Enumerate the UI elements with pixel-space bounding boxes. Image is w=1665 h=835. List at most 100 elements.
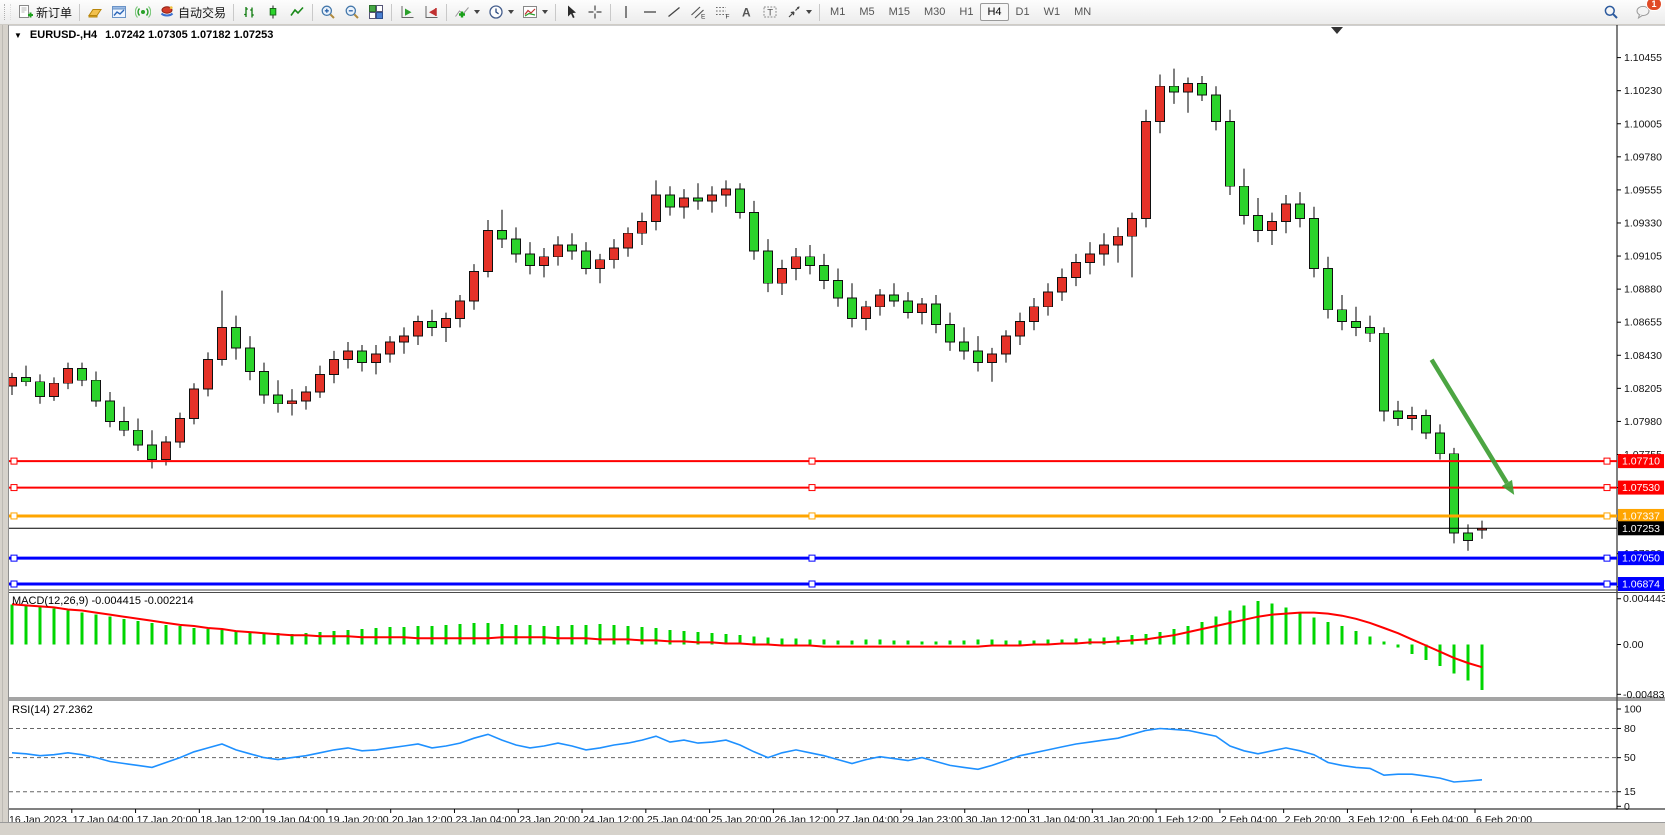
- macd-histogram-bar: [192, 628, 196, 645]
- macd-histogram-bar: [318, 632, 322, 645]
- profiles-button[interactable]: [107, 2, 131, 22]
- crosshair-icon: [588, 5, 602, 19]
- toolbar-separator: [312, 3, 314, 21]
- data-feed-button[interactable]: [131, 2, 155, 22]
- zoom-in-button[interactable]: [316, 2, 340, 22]
- hline-handle: [1603, 580, 1611, 588]
- autotrading-button[interactable]: 自动交易: [155, 2, 230, 22]
- macd-histogram-bar: [948, 640, 952, 645]
- macd-histogram-bar: [836, 640, 840, 645]
- zoom-out-icon: [345, 5, 359, 19]
- timeframe-w1-button[interactable]: W1: [1037, 3, 1068, 21]
- macd-histogram-bar: [416, 625, 420, 645]
- chart-window[interactable]: 1.10455 1.10230 1.10005 1.09780 1.09555 1.093…: [0, 25, 1665, 835]
- search-button[interactable]: [1599, 2, 1623, 22]
- svg-text:1.06874: 1.06874: [1622, 579, 1660, 591]
- timeframe-m30-button[interactable]: M30: [917, 3, 952, 21]
- cursor-tool-button[interactable]: [559, 2, 583, 22]
- bull-candle: [1015, 321, 1025, 337]
- hline-1.07530[interactable]: 1.07530: [9, 480, 1664, 495]
- macd-histogram-bar: [1396, 644, 1400, 648]
- macd-histogram-bar: [612, 624, 616, 645]
- bear-candle: [973, 350, 983, 364]
- svg-text:1.09105: 1.09105: [1624, 251, 1662, 263]
- new-order-button[interactable]: 新订单: [13, 2, 76, 22]
- macd-histogram-bar: [1018, 640, 1022, 645]
- chart-canvas[interactable]: 1.10455 1.10230 1.10005 1.09780 1.09555 1.093…: [0, 25, 1665, 835]
- rsi-line: [11, 727, 1483, 783]
- market-watch-button[interactable]: [83, 2, 107, 22]
- macd-histogram-bar: [1410, 644, 1414, 654]
- text-label-tool-button[interactable]: T: [758, 2, 782, 22]
- periods-caret-icon: [508, 10, 515, 14]
- chart-shift-marker-icon[interactable]: [1331, 27, 1343, 34]
- macd-histogram-bar: [1270, 603, 1274, 645]
- svg-text:1.08430: 1.08430: [1624, 350, 1662, 362]
- bear-candle: [1323, 268, 1333, 311]
- macd-histogram-bar: [710, 633, 714, 645]
- tile-windows-button[interactable]: [364, 2, 388, 22]
- macd-histogram-bar: [108, 616, 112, 645]
- macd-histogram-bar: [794, 638, 798, 645]
- bear-candle: [357, 350, 367, 364]
- vertical-line-tool-button[interactable]: [614, 2, 638, 22]
- crosshair-tool-button[interactable]: [583, 2, 607, 22]
- hline-1.07050[interactable]: 1.07050: [9, 551, 1664, 566]
- zoom-out-button[interactable]: [340, 2, 364, 22]
- bar-chart-mode-button[interactable]: [237, 2, 261, 22]
- macd-histogram-bar: [542, 625, 546, 645]
- timeframe-h4-button[interactable]: H4: [980, 3, 1009, 21]
- bull-candle: [623, 232, 633, 249]
- macd-histogram-bar: [1312, 617, 1316, 645]
- horizontal-scrollbar[interactable]: [0, 822, 1665, 835]
- trendline-tool-button[interactable]: [662, 2, 686, 22]
- candlestick-mode-button[interactable]: [261, 2, 285, 22]
- hline-1.06874[interactable]: 1.06874: [9, 577, 1664, 592]
- timeframe-m15-button[interactable]: M15: [882, 3, 917, 21]
- bear-candle: [1337, 309, 1347, 322]
- bull-candle: [1113, 235, 1123, 246]
- hline-handle: [10, 512, 18, 520]
- timeframe-mn-button[interactable]: MN: [1067, 3, 1098, 21]
- line-chart-mode-button[interactable]: [285, 2, 309, 22]
- timeframe-h1-button[interactable]: H1: [952, 3, 980, 21]
- macd-histogram-bar: [990, 639, 994, 645]
- macd-axis: 0.004443 0.00 -0.004836: [1617, 593, 1665, 701]
- text-tool-button[interactable]: A: [734, 2, 758, 22]
- macd-histogram-bar: [1046, 639, 1050, 645]
- macd-histogram-bar: [682, 631, 686, 645]
- timeframe-m5-button[interactable]: M5: [852, 3, 881, 21]
- macd-histogram-bar: [1340, 625, 1344, 645]
- indicators-button[interactable]: [450, 2, 484, 22]
- horizontal-line-tool-button[interactable]: [638, 2, 662, 22]
- template-icon: [523, 6, 538, 18]
- hline-1.07710[interactable]: 1.07710: [9, 454, 1664, 469]
- bear-candle: [21, 376, 31, 383]
- fibonacci-tool-button[interactable]: F: [710, 2, 734, 22]
- arrows-tool-button[interactable]: [782, 2, 816, 22]
- macd-histogram-bar: [444, 624, 448, 645]
- bull-candle: [189, 388, 199, 419]
- bear-candle: [889, 294, 899, 302]
- hline-1.07337[interactable]: 1.07337: [9, 508, 1664, 523]
- chart-shift-button[interactable]: [419, 2, 443, 22]
- toolbar-grip[interactable]: [4, 4, 11, 20]
- macd-histogram-bar: [430, 625, 434, 645]
- templates-button[interactable]: [518, 2, 552, 22]
- horizontal-line-icon: [644, 11, 657, 13]
- auto-scroll-button[interactable]: [395, 2, 419, 22]
- svg-text:1.10230: 1.10230: [1624, 85, 1662, 97]
- macd-histogram-bar: [1186, 625, 1190, 645]
- bull-candle: [203, 359, 213, 390]
- trend-arrow-annotation[interactable]: [1429, 358, 1515, 495]
- periods-button[interactable]: [484, 2, 518, 22]
- timeframe-m1-button[interactable]: M1: [823, 3, 852, 21]
- macd-histogram-bar: [654, 628, 658, 645]
- symbol-collapse-icon[interactable]: ▼: [14, 30, 22, 40]
- bull-candle: [441, 318, 451, 328]
- timeframe-d1-button[interactable]: D1: [1009, 3, 1037, 21]
- channel-tool-button[interactable]: E: [686, 2, 710, 22]
- notifications-button[interactable]: [1631, 2, 1655, 22]
- bear-candle: [259, 370, 269, 396]
- bull-candle: [651, 194, 661, 222]
